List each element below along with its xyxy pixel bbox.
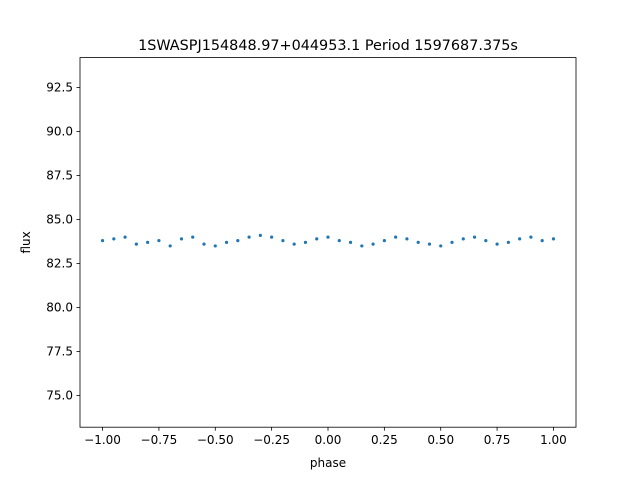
scatter-point xyxy=(382,239,386,243)
scatter-point xyxy=(213,244,217,248)
y-axis-label: flux xyxy=(19,231,33,253)
scatter-point xyxy=(371,242,375,246)
y-tick-label: 82.5 xyxy=(46,257,73,271)
scatter-point xyxy=(315,237,319,241)
x-tick-label: 0.75 xyxy=(484,433,511,447)
scatter-point xyxy=(236,239,240,243)
scatter-point xyxy=(202,242,206,246)
scatter-point xyxy=(461,237,465,241)
scatter-point xyxy=(394,235,398,239)
scatter-point xyxy=(179,237,184,241)
scatter-point xyxy=(146,240,150,244)
scatter-point xyxy=(472,235,477,239)
y-tick-label: 90.0 xyxy=(46,125,73,139)
scatter-point xyxy=(270,235,274,239)
x-axis-ticks: −1.00 −0.75 −0.50 −0.25 0.00 0.25 0.50 0.75 1.00 xyxy=(84,427,567,447)
scatter-point xyxy=(348,240,353,244)
y-tick-label: 85.0 xyxy=(46,213,73,227)
x-tick-label: 0.25 xyxy=(371,433,398,447)
scatter-point xyxy=(303,240,308,244)
scatter-point xyxy=(134,242,138,246)
scatter-point xyxy=(506,240,510,244)
scatter-point xyxy=(495,242,499,246)
scatter-point xyxy=(337,239,341,243)
x-tick-label: −0.75 xyxy=(141,433,178,447)
scatter-point xyxy=(529,235,533,239)
x-axis-label: phase xyxy=(310,456,346,470)
scatter-point xyxy=(258,233,262,237)
y-tick-label: 80.0 xyxy=(46,301,73,315)
y-tick-label: 92.5 xyxy=(46,81,73,95)
scatter-point xyxy=(157,239,161,243)
scatter-point xyxy=(439,244,443,248)
x-tick-label: 1.00 xyxy=(540,433,567,447)
scatter-points xyxy=(100,233,556,248)
y-tick-label: 87.5 xyxy=(46,169,73,183)
x-tick-label: −0.50 xyxy=(197,433,234,447)
scatter-point xyxy=(405,237,409,241)
scatter-point xyxy=(484,239,488,243)
scatter-point xyxy=(326,235,330,239)
scatter-point xyxy=(450,240,454,244)
scatter-point xyxy=(292,242,296,246)
scatter-point xyxy=(100,239,105,243)
scatter-point xyxy=(191,235,195,239)
plot-area xyxy=(80,57,576,428)
scatter-point xyxy=(427,242,432,246)
y-tick-label: 77.5 xyxy=(46,345,73,359)
plot-frame xyxy=(79,57,577,428)
scatter-point xyxy=(247,235,251,239)
scatter-point xyxy=(224,240,229,244)
scatter-point xyxy=(123,235,127,239)
y-axis-ticks: 75.0 77.5 80.0 82.5 85.0 87.5 90.0 92.5 xyxy=(46,81,80,403)
scatter-point xyxy=(551,237,556,241)
scatter-point xyxy=(168,244,172,248)
y-tick-label: 75.0 xyxy=(46,389,73,403)
x-tick-label: 0.00 xyxy=(315,433,342,447)
x-tick-label: 0.50 xyxy=(427,433,454,447)
scatter-point xyxy=(416,240,420,244)
chart-title: 1SWASPJ154848.97+044953.1 Period 1597687… xyxy=(138,38,518,54)
scatter-point xyxy=(540,239,544,243)
scatter-point xyxy=(518,237,522,241)
scatter-point xyxy=(281,239,285,243)
x-tick-label: −1.00 xyxy=(84,433,121,447)
scatter-point xyxy=(112,237,116,241)
x-tick-label: −0.25 xyxy=(253,433,290,447)
scatter-point xyxy=(360,244,364,248)
